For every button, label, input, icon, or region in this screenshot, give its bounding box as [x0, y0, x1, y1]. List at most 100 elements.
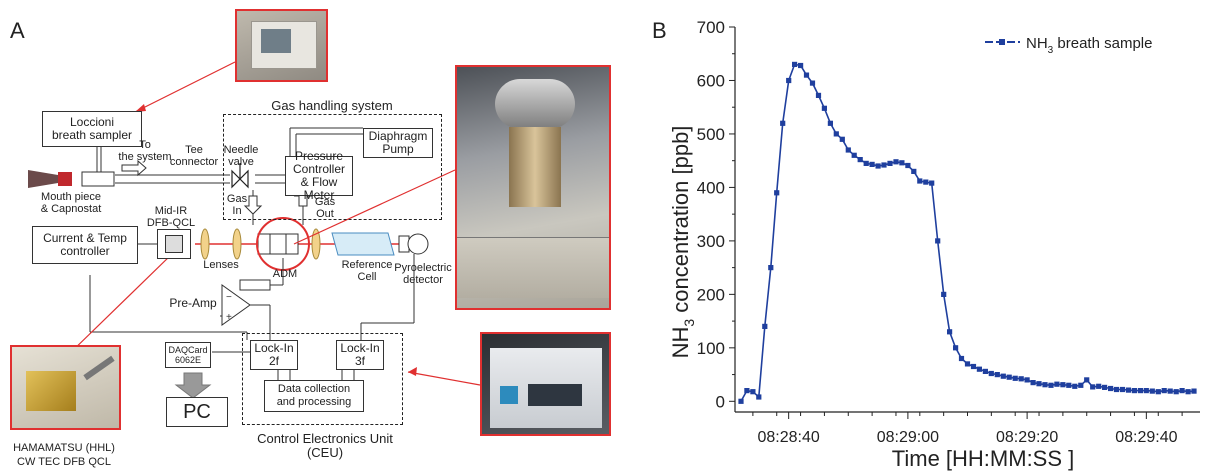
adm-highlight-circle [256, 217, 310, 271]
data-point [815, 92, 822, 98]
legend-label: NH3 breath sample [1026, 35, 1152, 56]
data-point [780, 120, 786, 126]
y-tick-label: 500 [697, 125, 725, 144]
data-point [1066, 382, 1072, 388]
qcl-box [157, 229, 191, 259]
data-point [750, 389, 756, 395]
data-point [899, 160, 905, 166]
ceu-photo [480, 332, 611, 436]
data-point [988, 370, 994, 377]
y-tick-label: 0 [716, 392, 725, 411]
data-point [869, 161, 875, 167]
daq-arrow-icon [174, 372, 212, 399]
data-point [1018, 376, 1024, 382]
data-point [1173, 389, 1179, 395]
data-point [1012, 375, 1018, 381]
data-point [762, 323, 768, 329]
data-point [1036, 381, 1042, 387]
data-point [851, 152, 857, 158]
data-point [1108, 385, 1114, 392]
data-point [893, 159, 899, 165]
x-tick-label: 08:28:40 [758, 429, 820, 446]
gas-out-label: Gas Out [314, 196, 336, 220]
data-point [756, 394, 762, 400]
lens-icon [200, 228, 210, 260]
chart-legend: NH3 breath sample [985, 35, 1152, 56]
mouth-piece-icon [28, 170, 58, 188]
data-point [786, 77, 792, 84]
data-point [809, 80, 816, 86]
chart-series [738, 61, 1197, 404]
data-point [1143, 388, 1149, 394]
data-point [1072, 383, 1078, 389]
diaphragm-pump-box: Diaphragm Pump [363, 128, 433, 158]
data-point [1185, 389, 1191, 395]
chart-axes: 0 100 200 300 400 500 600 700 08:28:40 08:29:00 08… [697, 18, 1200, 446]
y-tick-label: 100 [697, 339, 725, 358]
current-temp-controller-box: Current & Temp controller [32, 226, 138, 264]
y-tick-label: 300 [697, 232, 725, 251]
y-tick-label: 600 [697, 71, 725, 90]
gas-in-label: Gas In [226, 193, 248, 217]
ceu-label: Control Electronics Unit (CEU) [257, 431, 393, 460]
data-point [744, 388, 750, 394]
data-point [821, 105, 827, 111]
pre-amp-label: Pre-Amp [169, 296, 217, 310]
lens-icon [311, 228, 321, 260]
data-point [798, 62, 804, 69]
panel-a-letter: A [10, 18, 25, 43]
data-point [1167, 388, 1173, 394]
chart-ylabel: NH3 concentration [ppb] [668, 126, 697, 359]
chart-xlabel: Time [HH:MM:SS ] [892, 446, 1075, 471]
data-point [923, 179, 929, 185]
data-point [1149, 388, 1155, 394]
lockin-3f-box: Lock-In 3f [336, 340, 384, 370]
data-point [905, 162, 911, 169]
data-point [911, 168, 917, 174]
y-tick-label: 700 [697, 18, 725, 37]
adm-photo [455, 65, 611, 310]
lockin-2f-box: Lock-In 2f [250, 340, 298, 370]
data-point [1042, 382, 1048, 388]
data-point [1113, 386, 1120, 393]
data-point [1048, 382, 1054, 388]
data-point [774, 190, 780, 196]
data-point [827, 120, 833, 126]
gas-handling-system-title: Gas handling system [271, 98, 393, 113]
data-point [964, 361, 971, 367]
data-point [935, 238, 941, 244]
data-point [1155, 389, 1161, 395]
data-point [1030, 380, 1036, 386]
data-point [947, 329, 953, 335]
data-point [1119, 386, 1126, 393]
data-point [1084, 377, 1090, 383]
data-point [857, 157, 863, 163]
breath-sampler-photo [235, 9, 328, 82]
data-point [1102, 384, 1108, 390]
needle-valve-icon [231, 163, 249, 189]
x-tick-label: 08:29:00 [877, 429, 939, 446]
svg-text:+: + [226, 312, 232, 323]
data-point [875, 163, 881, 169]
data-point [1006, 374, 1012, 380]
x-tick-label: 08:29:40 [1115, 429, 1177, 446]
pre-amp-icon [221, 284, 251, 326]
tee-connector-label: Tee connector [169, 144, 219, 168]
data-point [1090, 384, 1096, 390]
data-point [881, 162, 887, 168]
y-tick-label: 200 [697, 285, 725, 304]
reference-cell-label: Reference Cell [341, 259, 393, 283]
data-point [1131, 388, 1137, 394]
data-point [803, 72, 810, 78]
data-point [1078, 382, 1084, 388]
x-tick-label: 08:29:20 [996, 429, 1058, 446]
pressure-controller-box: Pressure Controller & Flow Meter [285, 150, 353, 202]
ceu-box [242, 333, 403, 425]
lens-icon [232, 228, 242, 260]
data-point [1054, 381, 1060, 387]
data-point [1137, 388, 1143, 394]
data-point [1096, 383, 1102, 389]
data-point [863, 160, 869, 166]
data-point [970, 363, 977, 370]
